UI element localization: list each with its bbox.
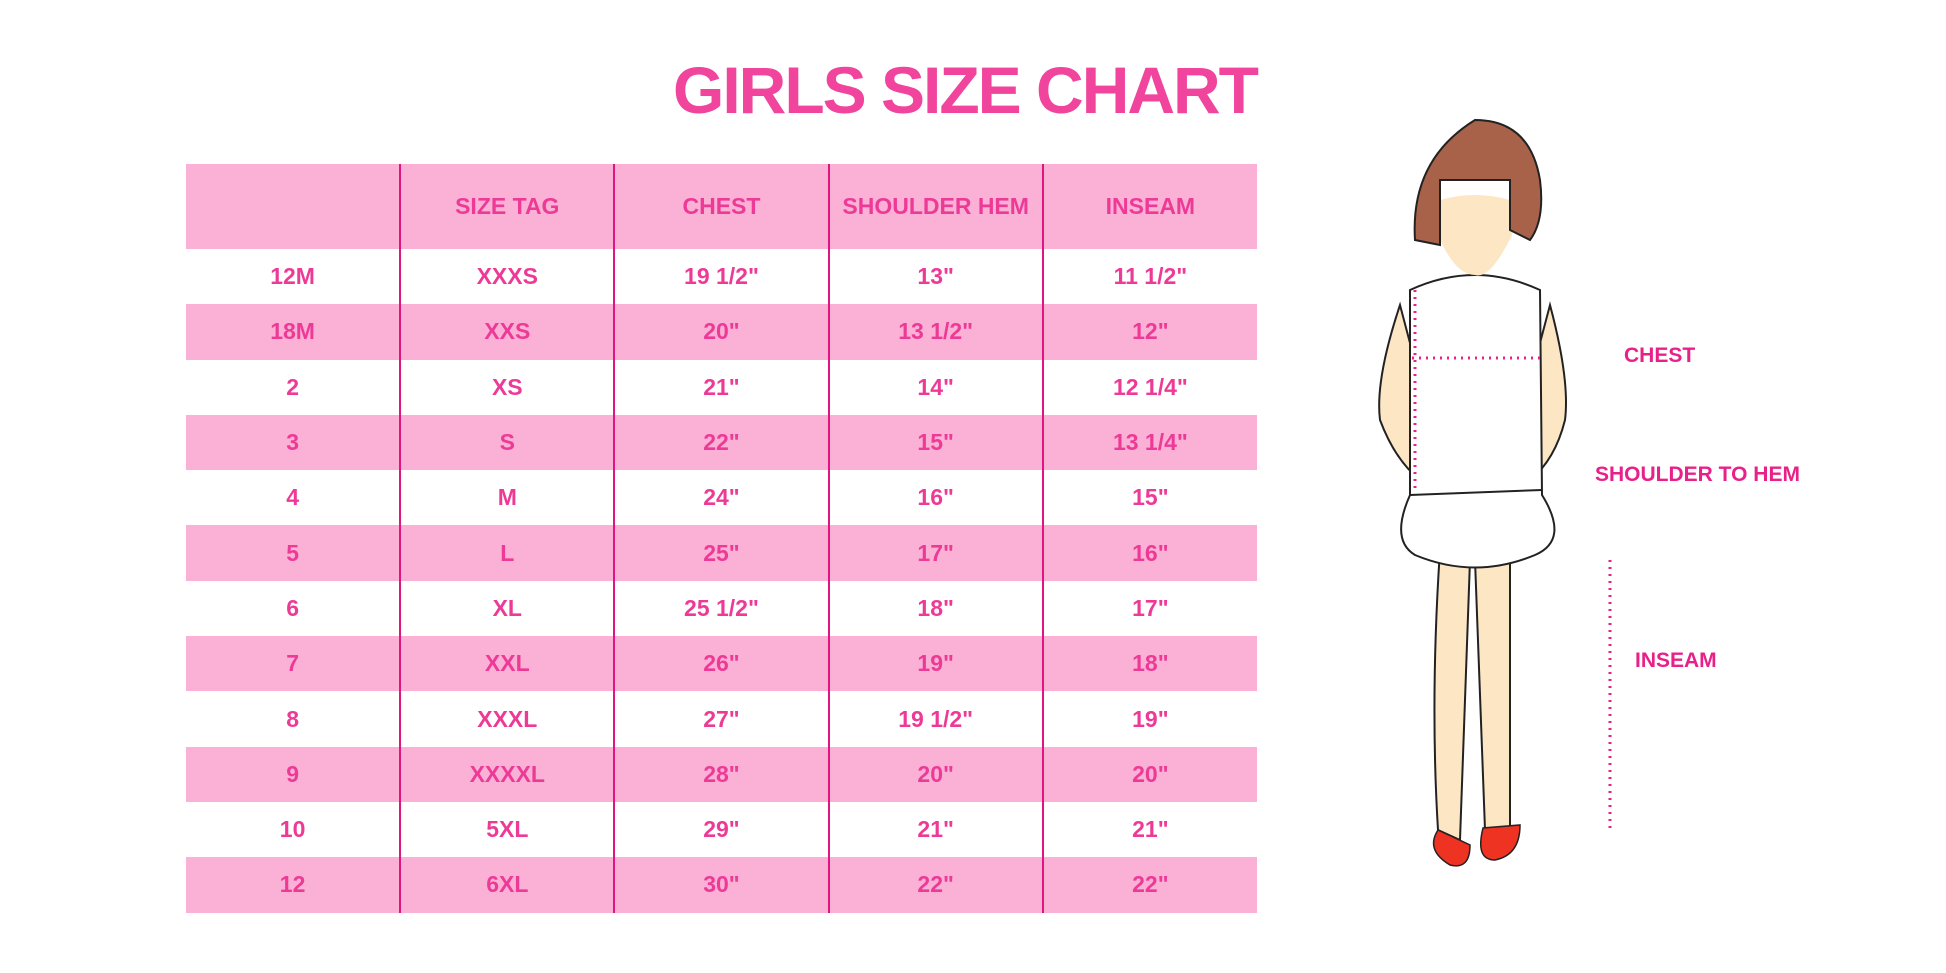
legs [1433,548,1511,842]
table-cell: 2 [286,373,299,400]
table-cell: 12 [186,857,401,913]
table-row: 2 XS 21" 14" 12 1/4" [186,359,1257,415]
table-cell: 22" [613,414,829,471]
table-cell: 20" [1041,746,1257,802]
table-cell: 18" [1041,636,1257,692]
table-row: 9 XXXXL 28" 20" 20" [186,746,1257,802]
table-cell: 18M [186,304,401,360]
table-cell: XL [399,580,615,637]
table-cell: 6 [286,594,299,621]
table-cell: 16" [827,470,1043,526]
table-row: 6 XL 25 1/2" 18" 17" [186,580,1257,637]
table-cell: XXL [399,636,615,692]
table-cell: 24" [613,470,829,526]
table-cell: XXXL [399,691,615,747]
table-cell: 19" [827,636,1043,692]
table-cell: 8 [286,705,299,732]
table-cell: 18" [827,580,1043,637]
table-cell: 22" [1041,857,1257,913]
table-row: 7 XXL 26" 19" 18" [186,636,1257,692]
table-cell: S [399,414,615,471]
table-cell: XXXS [399,249,615,305]
inseam-label: INSEAM [1635,649,1717,672]
table-cell: 5XL [399,801,615,858]
size-chart-table: SIZE TAG CHEST SHOULDER HEM INSEAM 12M XXXS 1… [186,164,1257,913]
table-cell: 30" [613,857,829,913]
table-row: 18M XXS 20" 13 1/2" 12" [186,304,1257,360]
page-title: GIRLS SIZE CHART [672,53,1259,127]
table-row: 5 L 25" 17" 16" [186,525,1257,581]
dress [1400,274,1556,569]
face [1438,195,1512,276]
table-row: 4 M 24" 16" 15" [186,470,1257,526]
table-cell: 13 1/4" [1041,414,1257,471]
chest-label: CHEST [1624,344,1696,367]
table-cell: 29" [613,801,829,858]
table-cell: 20" [613,304,829,360]
table-cell: XXXXL [399,746,615,802]
shoulder-to-hem-label: SHOULDER TO HEM [1595,463,1800,486]
table-cell: 19 1/2" [613,249,829,305]
table-cell: 19" [1041,691,1257,747]
column-header: CHEST [613,164,829,249]
shoes [1432,824,1521,867]
column-header: SHOULDER HEM [827,164,1043,249]
table-cell: 9 [186,746,401,802]
table-cell: 10 [279,816,306,843]
table-cell: 12 1/4" [1041,359,1257,415]
table-cell: 4 [286,484,299,511]
table-cell: 27" [613,691,829,747]
girl-illustration [1378,118,1612,867]
table-cell: 3 [186,414,401,471]
table-cell: L [399,525,615,581]
column-header: SIZE TAG [399,164,615,249]
table-cell: 15" [1041,470,1257,526]
table-cell: 25" [613,525,829,581]
table-cell: 12" [1041,304,1257,360]
column-header [186,164,401,249]
dress-waist [1409,489,1543,496]
table-cell: 12M [270,263,315,290]
table-cell: 11 1/2" [1041,249,1257,305]
table-row: 3 S 22" 15" 13 1/4" [186,414,1257,471]
table-cell: 13" [827,249,1043,305]
table-cell: 21" [827,801,1043,858]
table-cell: 17" [827,525,1043,581]
table-cell: 28" [613,746,829,802]
table-cell: 19 1/2" [827,691,1043,747]
table-cell: 6XL [399,857,615,913]
hair [1413,118,1543,247]
table-cell: 13 1/2" [827,304,1043,360]
table-cell: 25 1/2" [613,580,829,637]
table-row: 12 6XL 30" 22" 22" [186,857,1257,913]
table-header-row: SIZE TAG CHEST SHOULDER HEM INSEAM [186,164,1257,249]
table-cell: 17" [1041,580,1257,637]
table-cell: 26" [613,636,829,692]
table-cell: M [399,470,615,526]
table-cell: 7 [186,636,401,692]
measure-lines [1412,290,1612,830]
table-cell: 16" [1041,525,1257,581]
table-cell: 5 [186,525,401,581]
table-row: 10 5XL 29" 21" 21" [186,801,1257,858]
table-cell: 20" [827,746,1043,802]
table-cell: 14" [827,359,1043,415]
column-header: INSEAM [1041,164,1257,249]
table-cell: 15" [827,414,1043,471]
table-cell: 21" [613,359,829,415]
table-cell: 22" [827,857,1043,913]
table-row: 12M XXXS 19 1/2" 13" 11 1/2" [186,249,1257,305]
table-row: 8 XXXL 27" 19 1/2" 19" [186,691,1257,747]
table-cell: 21" [1041,801,1257,858]
table-cell: XS [399,359,615,415]
table-cell: XXS [399,304,615,360]
